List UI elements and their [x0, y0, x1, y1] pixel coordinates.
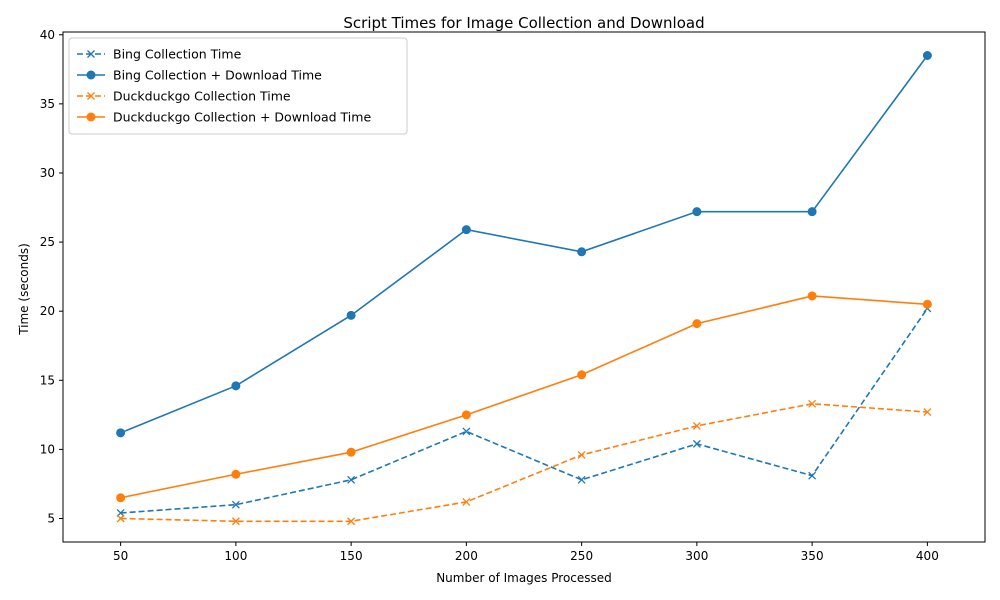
data-point [692, 207, 702, 217]
chart-title: Script Times for Image Collection and Do… [343, 14, 704, 32]
series-4 [116, 291, 932, 503]
data-point [461, 410, 471, 420]
data-point [346, 447, 356, 457]
x-axis-label: Number of Images Processed [436, 571, 612, 585]
data-point [231, 381, 241, 391]
legend-item: Bing Collection Time [77, 47, 242, 62]
data-point [231, 517, 240, 526]
data-point [807, 291, 817, 301]
data-point [692, 319, 702, 329]
data-point [808, 399, 817, 408]
data-point [692, 421, 701, 430]
y-tick-label: 5 [47, 512, 55, 526]
data-point [116, 428, 126, 438]
y-tick-label: 15 [40, 373, 55, 387]
y-tick-label: 20 [40, 304, 55, 318]
x-tick-label: 200 [455, 549, 478, 563]
series-1 [116, 304, 932, 517]
x-tick-label: 150 [340, 549, 363, 563]
y-tick-label: 25 [40, 235, 55, 249]
data-point [461, 225, 471, 235]
data-point [922, 299, 932, 309]
y-tick-label: 35 [40, 97, 55, 111]
y-axis: 5 10 15 20 25 30 35 40 [40, 28, 63, 526]
legend-marker [87, 92, 95, 100]
data-point [923, 408, 932, 417]
series-line [120, 402, 928, 523]
data-point [462, 427, 471, 436]
series-2 [116, 50, 932, 438]
legend: Bing Collection Time Bing Collection + Do… [68, 37, 408, 135]
data-point [577, 450, 586, 459]
x-tick-label: 350 [801, 549, 824, 563]
y-tick-label: 10 [40, 442, 55, 456]
y-tick-label: 30 [40, 166, 55, 180]
legend-marker [86, 112, 96, 122]
legend-item: Duckduckgo Collection + Download Time [77, 110, 371, 125]
legend-label: Bing Collection Time [113, 47, 242, 62]
data-point [347, 517, 356, 526]
series-line [120, 307, 929, 514]
x-tick-label: 100 [224, 549, 247, 563]
data-point [231, 469, 241, 479]
data-point [346, 310, 356, 320]
legend-box [68, 37, 408, 135]
data-point [231, 500, 240, 509]
x-tick-label: 50 [113, 549, 128, 563]
legend-label: Duckduckgo Collection + Download Time [113, 110, 371, 125]
data-point [922, 50, 932, 60]
data-point [577, 475, 586, 484]
series-line [120, 55, 929, 434]
series-line [120, 295, 928, 499]
y-axis-label: Time (seconds) [17, 243, 31, 336]
plot-area-frame [62, 31, 986, 543]
legend-marker [86, 70, 96, 80]
data-point [116, 493, 126, 503]
data-point [462, 497, 471, 506]
y-tick-label: 40 [40, 28, 55, 42]
series-layer [116, 50, 932, 526]
series-3 [116, 399, 932, 526]
legend-marker [87, 50, 95, 58]
data-point [807, 207, 817, 217]
data-point [808, 471, 817, 480]
legend-item: Bing Collection + Download Time [77, 68, 322, 83]
x-tick-label: 400 [916, 549, 939, 563]
data-point [577, 370, 587, 380]
legend-item: Duckduckgo Collection Time [77, 89, 291, 104]
x-tick-label: 250 [570, 549, 593, 563]
data-point [116, 514, 125, 523]
data-point [577, 247, 587, 257]
data-point [347, 475, 356, 484]
x-tick-label: 300 [685, 549, 708, 563]
legend-label: Bing Collection + Download Time [113, 68, 322, 83]
x-axis: 50 100 150 200 250 300 350 400 [113, 542, 939, 563]
legend-label: Duckduckgo Collection Time [113, 89, 291, 104]
data-point [692, 439, 701, 448]
